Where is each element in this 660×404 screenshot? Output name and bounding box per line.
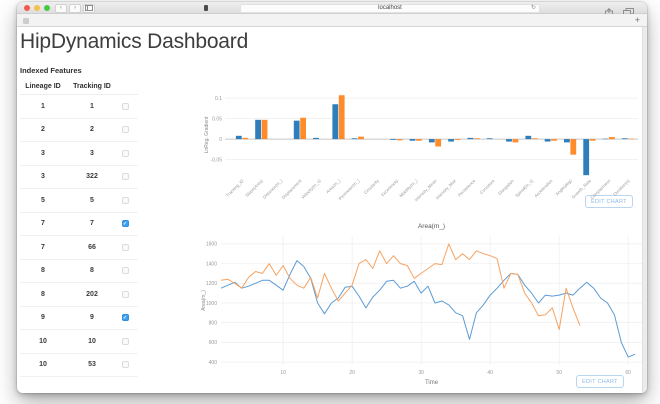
- svg-text:Area(m_): Area(m_): [201, 290, 207, 311]
- svg-text:0.05: 0.05: [212, 116, 222, 122]
- svg-text:Displacement: Displacement: [281, 178, 304, 201]
- row-checkbox[interactable]: ✓: [121, 220, 129, 228]
- table-row: 10 10: [20, 330, 138, 354]
- row-checkbox[interactable]: [121, 290, 129, 298]
- svg-text:1200: 1200: [206, 281, 217, 287]
- svg-text:Area(m_): Area(m_): [325, 178, 342, 195]
- area-time-line-chart[interactable]: 10 20 30 40 50 60 400 600 800 1000 1200 1400 1600 Are…: [200, 218, 647, 390]
- page-title: HipDynamics Dashboard: [20, 30, 249, 53]
- svg-text:Duration(s): Duration(s): [612, 178, 631, 197]
- row-checkbox[interactable]: [121, 196, 129, 204]
- table-row: 9 9 ✓: [20, 307, 138, 330]
- table-header: Lineage ID Tracking ID: [20, 83, 138, 95]
- svg-text:Mobility(m_): Mobility(m_): [398, 178, 418, 198]
- row-checkbox[interactable]: [121, 361, 129, 369]
- table-row: 8 202: [20, 283, 138, 307]
- row-checkbox[interactable]: ✓: [121, 314, 129, 322]
- dashboard-page: HipDynamics Dashboard Indexed Features L…: [17, 27, 647, 393]
- address-bar[interactable]: localhost ↻: [240, 3, 540, 13]
- svg-text:Persistence: Persistence: [457, 178, 477, 198]
- svg-text:Speed(m_s): Speed(m_s): [514, 178, 534, 198]
- indexed-features-panel: Indexed Features Lineage ID Tracking ID …: [20, 66, 138, 377]
- svg-text:Perimeter(m_): Perimeter(m_): [338, 178, 361, 201]
- sidebar-toggle-button[interactable]: [83, 3, 95, 13]
- row-checkbox[interactable]: [121, 243, 129, 251]
- row-checkbox[interactable]: [121, 102, 129, 110]
- svg-text:Circularity: Circularity: [363, 178, 381, 196]
- reload-icon[interactable]: ↻: [530, 5, 536, 11]
- new-tab-button[interactable]: +: [634, 15, 640, 25]
- svg-text:50: 50: [556, 370, 562, 376]
- tab-bar: +: [17, 14, 647, 27]
- sidebar-icon: [85, 4, 93, 11]
- svg-text:1400: 1400: [206, 261, 217, 267]
- col-tracking-id: Tracking ID: [73, 83, 111, 90]
- svg-text:LnReg. Gradient: LnReg. Gradient: [204, 116, 210, 153]
- svg-text:1000: 1000: [206, 301, 217, 307]
- svg-text:20: 20: [349, 370, 355, 376]
- svg-text:Intensity_Max: Intensity_Max: [435, 178, 458, 201]
- svg-text:60: 60: [625, 370, 631, 376]
- minimize-window-icon[interactable]: [34, 5, 40, 11]
- panel-heading: Indexed Features: [20, 66, 82, 75]
- address-url: localhost: [378, 4, 402, 11]
- table-row: 3 322: [20, 166, 138, 189]
- svg-text:Elongation: Elongation: [497, 178, 515, 196]
- svg-text:Intensity_Mean: Intensity_Mean: [414, 178, 439, 203]
- edit-chart-button-line[interactable]: EDIT CHART: [576, 375, 624, 388]
- svg-text:Area(m_): Area(m_): [418, 223, 445, 230]
- svg-text:-0.05: -0.05: [211, 157, 223, 163]
- svg-text:30: 30: [418, 370, 424, 376]
- table-row: 7 7 ✓: [20, 213, 138, 236]
- browser-toolbar: ‹ › localhost ↻: [17, 2, 647, 17]
- svg-text:Slope(Area): Slope(Area): [244, 178, 264, 198]
- svg-text:40: 40: [487, 370, 493, 376]
- table-row: 7 66: [20, 236, 138, 260]
- svg-text:Acceleration: Acceleration: [533, 178, 554, 199]
- svg-text:Distance(m_): Distance(m_): [262, 178, 284, 200]
- traffic-lights: [24, 5, 50, 11]
- row-checkbox[interactable]: [121, 149, 129, 157]
- row-checkbox[interactable]: [121, 173, 129, 181]
- table-row: 10 53: [20, 354, 138, 377]
- svg-text:0.1: 0.1: [215, 96, 222, 102]
- svg-text:Angle(deg): Angle(deg): [554, 178, 573, 197]
- svg-text:Tracking_ID: Tracking_ID: [225, 178, 245, 198]
- svg-text:Velocity(m_s): Velocity(m_s): [300, 178, 322, 200]
- row-checkbox[interactable]: [121, 267, 129, 275]
- row-checkbox[interactable]: [121, 126, 129, 134]
- close-window-icon[interactable]: [24, 5, 30, 11]
- col-lineage-id: Lineage ID: [25, 83, 61, 90]
- svg-text:10: 10: [280, 370, 286, 376]
- svg-text:0: 0: [219, 137, 222, 143]
- svg-text:Curvature: Curvature: [479, 178, 496, 195]
- back-button[interactable]: ‹: [55, 3, 67, 13]
- edit-chart-button-bar[interactable]: EDIT CHART: [585, 195, 633, 208]
- browser-window: ‹ › localhost ↻ + HipDynamics Dashboard …: [17, 2, 647, 393]
- nav-buttons: ‹ ›: [55, 3, 81, 13]
- svg-text:800: 800: [209, 320, 218, 326]
- row-checkbox[interactable]: [121, 337, 129, 345]
- svg-text:400: 400: [209, 360, 218, 366]
- svg-text:1600: 1600: [206, 242, 217, 248]
- scrollbar[interactable]: [642, 27, 647, 393]
- favicon-placeholder-icon: [23, 18, 29, 24]
- svg-text:600: 600: [209, 340, 218, 346]
- svg-text:Eccentricity: Eccentricity: [380, 178, 400, 198]
- svg-text:Time: Time: [425, 380, 439, 386]
- extension-icon[interactable]: [204, 5, 208, 11]
- forward-button[interactable]: ›: [69, 3, 81, 13]
- zoom-window-icon[interactable]: [44, 5, 50, 11]
